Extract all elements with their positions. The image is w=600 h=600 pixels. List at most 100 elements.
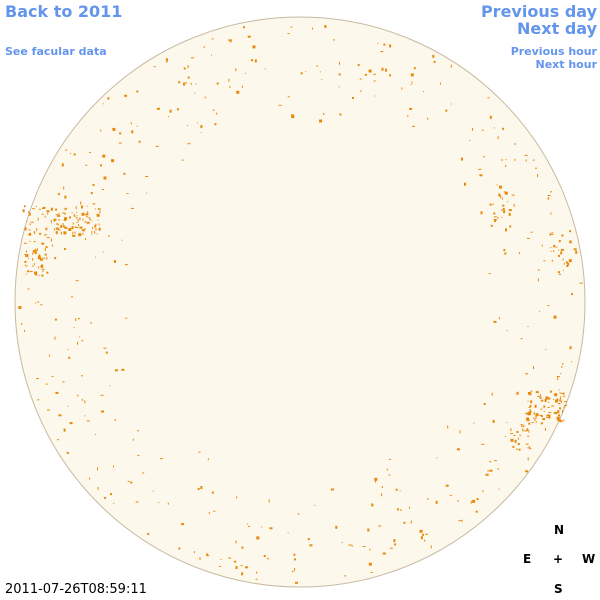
facula <box>227 39 230 41</box>
facula <box>533 412 535 415</box>
facula <box>35 206 37 207</box>
facula <box>58 414 62 417</box>
facula <box>26 250 27 253</box>
facula <box>256 536 260 540</box>
facula <box>92 183 95 186</box>
facula <box>530 400 533 404</box>
back-link[interactable]: Back to 2011 <box>5 2 123 21</box>
facula <box>33 263 35 266</box>
facula <box>450 103 452 105</box>
facula <box>32 265 34 268</box>
facula <box>533 366 534 369</box>
previous-hour-link[interactable]: Previous hour <box>510 45 597 58</box>
facula <box>69 216 72 219</box>
facular-link[interactable]: See facular data <box>5 45 107 58</box>
facula <box>562 362 564 365</box>
facula <box>78 233 82 237</box>
facula <box>489 461 492 463</box>
facula <box>25 254 29 258</box>
facula <box>338 73 341 76</box>
facula <box>412 125 415 127</box>
facula <box>178 81 181 84</box>
facula <box>459 430 461 434</box>
facula <box>488 273 491 274</box>
facula <box>383 43 386 46</box>
facula <box>96 233 98 235</box>
facula <box>88 217 91 219</box>
facula <box>423 91 424 93</box>
facula <box>375 480 376 483</box>
facula <box>40 265 43 268</box>
next-day-link[interactable]: Next day <box>517 19 597 38</box>
facula <box>101 410 104 413</box>
facula <box>39 275 41 276</box>
facula <box>547 305 550 307</box>
facula <box>54 228 55 231</box>
facula <box>107 235 110 237</box>
previous-day-link[interactable]: Previous day <box>480 2 597 21</box>
facula <box>77 221 79 223</box>
facula <box>24 260 27 263</box>
facula <box>481 129 484 131</box>
facula <box>568 259 572 263</box>
facula <box>220 559 222 560</box>
facula <box>409 506 410 509</box>
facula <box>528 406 531 408</box>
facula <box>65 219 68 221</box>
facula <box>38 266 40 269</box>
facula <box>506 422 508 423</box>
facula <box>73 213 75 216</box>
compass-north: N <box>554 523 565 537</box>
facula <box>100 164 102 167</box>
facula <box>45 383 48 385</box>
facula <box>493 127 495 129</box>
facula <box>29 232 32 236</box>
facula <box>373 73 377 75</box>
facula <box>27 288 30 290</box>
facula <box>427 498 429 500</box>
facula <box>97 467 98 471</box>
facula <box>153 66 156 68</box>
facula <box>111 159 115 163</box>
facula <box>216 82 219 85</box>
facula <box>38 254 41 257</box>
facula <box>28 229 31 231</box>
facula <box>563 419 565 422</box>
facula <box>527 326 529 327</box>
facula <box>235 68 237 72</box>
facula <box>389 547 393 549</box>
facula <box>62 223 64 226</box>
facula <box>73 153 76 156</box>
facula <box>294 558 296 561</box>
facula <box>476 498 479 500</box>
facula <box>549 232 551 236</box>
facula <box>218 566 221 567</box>
facula <box>555 246 558 248</box>
facula <box>316 65 319 67</box>
facula <box>562 269 564 271</box>
facula <box>25 273 27 275</box>
facula <box>244 72 246 74</box>
facula <box>300 72 303 75</box>
facula <box>385 68 387 72</box>
facula <box>33 241 36 243</box>
facula <box>520 424 523 425</box>
facula <box>510 428 512 432</box>
facula <box>485 474 487 476</box>
facula <box>492 419 495 423</box>
facula <box>520 338 523 340</box>
compass-center: + <box>553 552 564 566</box>
next-hour-link[interactable]: Next hour <box>535 58 598 71</box>
facula <box>252 45 256 49</box>
facula <box>532 417 534 419</box>
facula <box>413 67 416 70</box>
facula <box>548 415 551 419</box>
facula <box>526 237 530 239</box>
facula <box>72 222 74 225</box>
facula <box>519 434 521 437</box>
facula <box>560 251 563 255</box>
facula <box>529 405 532 408</box>
facula <box>77 219 80 221</box>
facula <box>530 231 533 233</box>
facula <box>25 265 28 267</box>
